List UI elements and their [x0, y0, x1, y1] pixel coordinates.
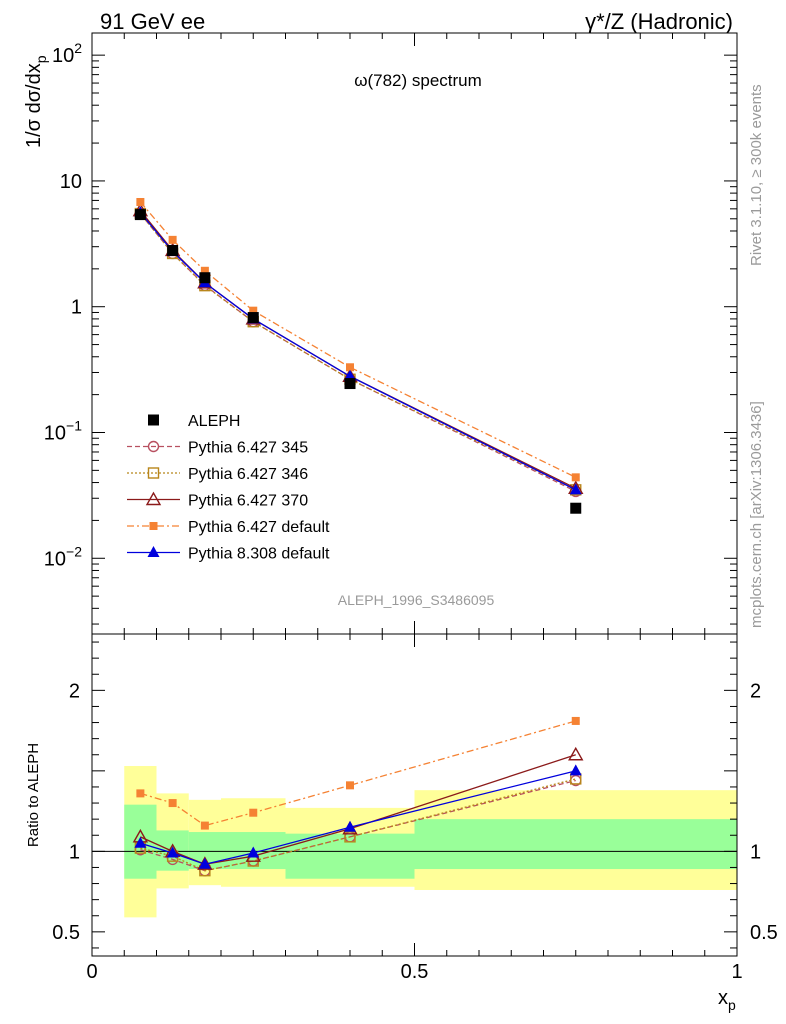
data-point [134, 209, 146, 221]
ratio-data-point [168, 799, 177, 808]
series-aleph [134, 209, 582, 514]
data-point [249, 306, 258, 315]
main-plot-frame [91, 32, 738, 635]
chart-title: ω(782) spectrum [354, 71, 482, 90]
legend-marker [148, 414, 159, 426]
ratio-y-tick-label-right: 1 [750, 841, 761, 863]
legend-label: Pythia 6.427 default [188, 519, 330, 536]
ratio-data-point [346, 781, 354, 790]
y-tick-label: 10−2 [44, 543, 82, 570]
data-point [199, 272, 211, 284]
x-tick-label: 1 [731, 961, 742, 983]
analysis-label: ALEPH_1996_S3486095 [338, 592, 495, 608]
ratio-y-axis-label: Ratio to ALEPH [25, 743, 42, 847]
y-axis-label: 1/σ dσ/dxp [23, 55, 49, 148]
legend-marker [147, 440, 160, 453]
data-point [571, 473, 580, 482]
ratio-data-point [249, 808, 258, 817]
data-point [247, 312, 259, 324]
data-point [344, 378, 356, 390]
legend-marker [147, 546, 160, 557]
ratio-data-point [134, 836, 147, 848]
y-tick-label: 10−1 [44, 417, 82, 444]
data-point [200, 266, 209, 275]
legend-marker [145, 491, 162, 506]
data-point [570, 502, 582, 514]
ratio-y-tick-label-left: 1 [69, 841, 80, 863]
ratio-y-tick-label-left: 0.5 [52, 922, 80, 944]
series-line [139, 201, 577, 478]
legend-marker [149, 522, 158, 530]
x-tick-label: 0 [86, 961, 97, 983]
x-tick-label: 0.5 [401, 961, 429, 983]
ratio-data-point [569, 764, 582, 776]
uncertainty-band-inner [285, 833, 415, 879]
legend-label: Pythia 6.427 346 [188, 466, 308, 483]
ratio-plot-panel: 0.5 0.5 1 1 2 2 0 0.5 1 Ratio to ALEPH xp [25, 633, 778, 1013]
legend: ALEPH Pythia 6.427 345 Pythia 6.427 346 Pyt… [127, 413, 330, 563]
ratio-data-point [571, 716, 580, 725]
legend-item: Pythia 6.427 370 [127, 491, 308, 510]
ratio-data-point [200, 821, 209, 830]
ratio-data-point [166, 846, 179, 858]
y-tick-label: 10 [60, 171, 82, 193]
data-point [346, 363, 354, 372]
ratio-series-pythia-8-308-default [134, 764, 582, 869]
data-point [136, 197, 145, 206]
legend-label: Pythia 6.427 345 [188, 440, 308, 457]
header-left: 91 GeV ee [100, 9, 205, 34]
legend-label: Pythia 8.308 default [188, 546, 330, 563]
y-tick-label: 102 [52, 40, 82, 67]
ratio-series-pythia-6-427-default [136, 716, 580, 830]
ratio-y-tick-label-left: 2 [69, 680, 80, 702]
legend-label: ALEPH [188, 413, 240, 430]
data-point [569, 483, 582, 495]
ratio-data-point [247, 846, 260, 858]
series-pythia-6-427-default [136, 197, 580, 482]
ratio-data-point [568, 746, 584, 761]
ratio-y-tick-label-right: 0.5 [750, 922, 778, 944]
rivet-label: Rivet 3.1.10, ≥ 300k events [748, 84, 765, 266]
x-axis-label: xp [718, 987, 736, 1013]
ratio-series-line [140, 754, 576, 865]
ratio-data-point [136, 789, 145, 798]
ratio-data-point [344, 820, 356, 832]
ratio-y-tick-label-right: 2 [750, 680, 761, 702]
uncertainty-band-inner [414, 819, 737, 870]
mcplots-label: mcplots.cern.ch [arXiv:1306.3436] [748, 401, 765, 628]
data-point [167, 244, 179, 256]
legend-item: ALEPH [148, 413, 240, 430]
legend-marker [147, 467, 160, 479]
ratio-data-point [344, 831, 356, 843]
ratio-series-line [140, 770, 576, 865]
legend-label: Pythia 6.427 370 [188, 493, 308, 510]
header-right: γ*/Z (Hadronic) [585, 9, 733, 34]
legend-item: Pythia 6.427 346 [127, 466, 308, 483]
legend-item: Pythia 6.427 default [127, 519, 330, 536]
ratio-series-line [140, 778, 576, 872]
data-point [168, 235, 177, 244]
legend-item: Pythia 6.427 345 [127, 440, 308, 457]
legend-item: Pythia 8.308 default [127, 546, 330, 563]
ratio-data-point [198, 857, 211, 869]
data-point [344, 369, 356, 381]
y-tick-label: 1 [71, 297, 82, 319]
